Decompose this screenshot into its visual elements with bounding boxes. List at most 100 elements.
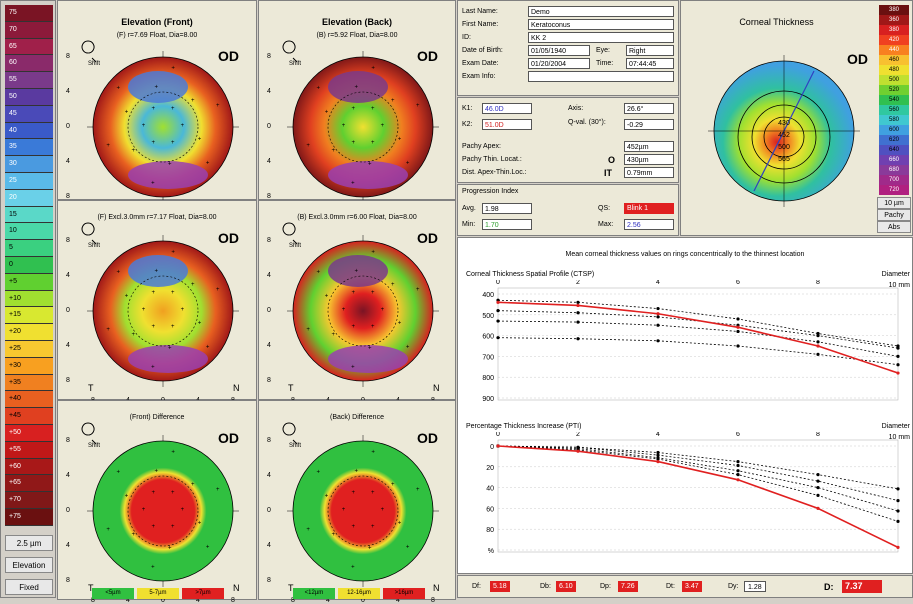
back-map-cell-0: Elevation (Back) (B) r=5.92 Float, Dia=8.…	[258, 0, 456, 220]
abs-button[interactable]: Abs	[877, 221, 911, 233]
pachy-apex-field: 452µm	[624, 141, 674, 152]
scale-cell: 70	[5, 21, 53, 39]
pti-point	[736, 463, 740, 468]
pachy-thin-field: 430µm	[624, 154, 674, 165]
exam-date-field[interactable]: 01/20/2004	[528, 58, 590, 69]
dob-field[interactable]: 01/05/1940	[528, 45, 590, 56]
k2-field: 51.0D	[482, 119, 532, 130]
ctsp-y-tick: 500	[482, 313, 494, 320]
ctsp-point	[576, 300, 580, 304]
svg-text:+: +	[398, 520, 402, 526]
last-name-label: Last Name:	[462, 8, 498, 15]
svg-text:+: +	[325, 494, 329, 500]
pti-title: Percentage Thickness Increase (PTI)	[466, 423, 582, 430]
scale-cell: +45	[5, 408, 53, 425]
pti-series-line	[497, 445, 899, 501]
pti-diameter-label: Diameter	[881, 423, 910, 430]
front-shift-label: Shift	[88, 61, 101, 67]
svg-text:+: +	[216, 103, 220, 109]
ctsp-chart: 400500600700800900µm02468	[482, 280, 900, 403]
dy-label: Dy:	[728, 583, 739, 590]
pti-series-line	[497, 445, 899, 522]
fixed-button[interactable]: Fixed	[5, 579, 53, 595]
back-t-label: T	[288, 383, 294, 393]
svg-text:+: +	[381, 507, 385, 513]
scale-cell: 25	[5, 173, 53, 190]
k2-label: K2:	[462, 121, 473, 128]
exam-info-field[interactable]	[528, 71, 674, 82]
pachy-thin-label: Pachy Thin. Locat.:	[462, 156, 522, 163]
unit-button[interactable]: 10 µm	[877, 197, 911, 209]
svg-text:+: +	[325, 294, 329, 300]
svg-text:+: +	[371, 250, 375, 256]
svg-text:+: +	[168, 161, 172, 167]
max-field: 2.56	[624, 219, 674, 230]
graphs-panel: Mean corneal thickness values on rings c…	[457, 237, 913, 574]
d-value: 7.37	[842, 580, 882, 593]
step-button[interactable]: 2.5 µm	[5, 535, 53, 551]
front-map-cell-2: (Front) Difference OD Shift + + + + + + + + + + + + + + +…	[57, 400, 257, 604]
back-y-tick: 4	[267, 158, 271, 165]
back-y-tick: 8	[267, 193, 271, 200]
id-field[interactable]: KK 2	[528, 32, 674, 43]
ctsp-x-tick: 2	[576, 280, 580, 286]
svg-text:+: +	[171, 490, 175, 496]
scale-cell: 50	[5, 89, 53, 106]
thickness-scale-cell: 460	[879, 55, 909, 65]
ctsp-point	[656, 312, 660, 316]
time-field[interactable]: 07:44:45	[626, 58, 674, 69]
svg-text:+: +	[142, 123, 146, 129]
front-y-tick: 4	[66, 158, 70, 165]
pachy-button[interactable]: Pachy	[877, 209, 911, 221]
pti-point	[656, 457, 660, 461]
back-map-1: + + + + + + + + + + + + + + + + + +	[282, 222, 439, 387]
qval-label: Q-val. (30°):	[568, 119, 606, 126]
svg-text:+: +	[371, 66, 375, 72]
ctsp-point	[576, 303, 580, 308]
thickness-scale-cell: 520	[879, 85, 909, 95]
scale-cell: +35	[5, 374, 53, 392]
dt-label: Dt:	[666, 583, 675, 590]
progression-panel: Progression Index Avg. 1.98 Min: 1.70 QS…	[457, 184, 679, 236]
front-y-tick: 4	[66, 472, 70, 479]
front-map-cell-0: Elevation (Front) (F) r=7.69 Float, Dia=8…	[57, 0, 257, 220]
ctsp-series-line	[497, 301, 899, 374]
last-name-field[interactable]: Demo	[528, 6, 674, 17]
pti-point	[496, 444, 500, 448]
ctsp-point	[576, 337, 580, 341]
eye-field[interactable]: Right	[626, 45, 674, 56]
svg-text:+: +	[406, 344, 410, 350]
back-shift-label: Shift	[289, 443, 302, 449]
ctsp-x-tick: 0	[496, 280, 500, 286]
back-legend-2: >16µm	[383, 588, 425, 599]
thickness-scale-cell: 480	[879, 65, 909, 75]
color-scale-panel: 75 70 65 60 55 50 45 40 35 30 25 20 15 10 5 0 +5 +10 +15 +2…	[0, 0, 56, 598]
mode-button[interactable]: Elevation	[5, 557, 53, 573]
min-field: 1.70	[482, 219, 532, 230]
front-y-tick: 8	[66, 437, 70, 444]
dt-value: 3.47	[682, 581, 702, 592]
ctsp-point	[736, 317, 740, 321]
back-x-tick: 8	[431, 597, 435, 604]
scale-cell: 60	[5, 55, 53, 73]
scale-cell: +55	[5, 441, 53, 459]
svg-text:+: +	[351, 180, 355, 186]
pti-point	[736, 460, 740, 464]
pti-x-tick: 8	[816, 432, 820, 438]
k1-field: 46.0D	[482, 103, 532, 114]
thickness-value: 430	[778, 120, 790, 127]
svg-text:+: +	[152, 324, 156, 330]
svg-text:+: +	[391, 282, 395, 288]
svg-text:+: +	[368, 345, 372, 351]
svg-text:+: +	[352, 524, 356, 530]
front-y-tick: 4	[66, 342, 70, 349]
back-y-tick: 4	[267, 472, 271, 479]
first-name-field[interactable]: Keratoconus	[528, 19, 674, 30]
df-label: Df:	[472, 583, 481, 590]
pti-mm-label: 10 mm	[888, 434, 910, 441]
axis-label: Axis:	[568, 105, 584, 112]
avg-label: Avg.	[462, 205, 476, 212]
dist-apex-label: Dist. Apex-Thin.Loc.:	[462, 169, 527, 176]
front-y-tick: 8	[66, 193, 70, 200]
back-shift-label: Shift	[289, 243, 302, 249]
